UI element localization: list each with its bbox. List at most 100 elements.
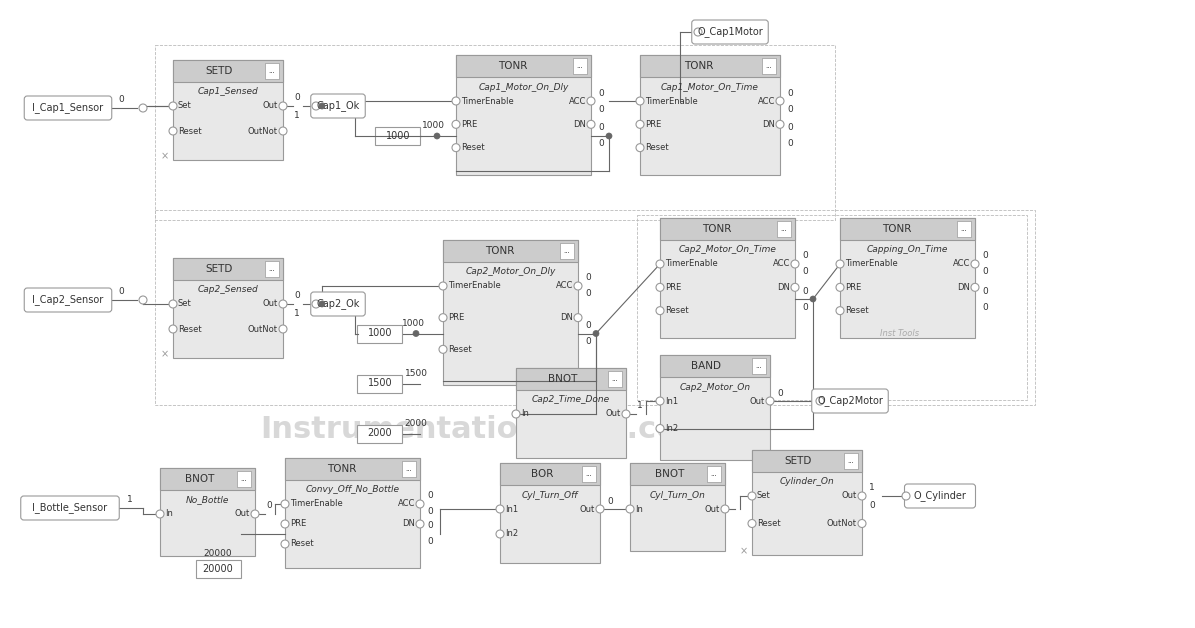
Text: 1500: 1500 <box>404 369 428 378</box>
FancyBboxPatch shape <box>24 288 112 312</box>
Text: 1000: 1000 <box>386 131 410 141</box>
Text: 0: 0 <box>599 124 603 133</box>
Text: ...: ... <box>240 476 247 482</box>
Text: DN: DN <box>957 283 970 292</box>
Circle shape <box>587 97 595 105</box>
Bar <box>957 221 972 237</box>
Text: Out: Out <box>749 396 765 406</box>
Text: Convy_Off_No_Bottle: Convy_Off_No_Bottle <box>306 485 399 494</box>
Circle shape <box>636 121 644 128</box>
Text: Cap2_Motor_On_Time: Cap2_Motor_On_Time <box>679 246 777 254</box>
Text: OutNot: OutNot <box>249 325 278 333</box>
Bar <box>173 60 283 82</box>
Text: 1: 1 <box>869 482 875 492</box>
Text: Reset: Reset <box>664 306 688 315</box>
Text: 0: 0 <box>586 290 590 298</box>
Circle shape <box>748 492 756 500</box>
Bar <box>660 355 770 377</box>
Circle shape <box>434 133 440 139</box>
Circle shape <box>281 520 289 528</box>
Text: 0: 0 <box>788 89 792 97</box>
Bar <box>357 374 403 392</box>
Text: In: In <box>165 509 173 519</box>
Text: 1500: 1500 <box>368 379 392 389</box>
Text: ×: × <box>161 151 168 161</box>
Text: ...: ... <box>586 471 593 477</box>
Circle shape <box>416 500 424 508</box>
Text: ...: ... <box>269 68 275 74</box>
Circle shape <box>439 282 447 290</box>
Bar <box>357 425 403 443</box>
Bar <box>160 468 255 490</box>
Bar <box>752 450 862 472</box>
Text: OutNot: OutNot <box>827 519 857 528</box>
Text: Cap2_Time_Done: Cap2_Time_Done <box>532 396 611 404</box>
Text: 1000: 1000 <box>368 328 392 338</box>
Text: TimerEnable: TimerEnable <box>461 97 514 106</box>
Text: 1000: 1000 <box>422 121 445 131</box>
Text: Cap2_Ok: Cap2_Ok <box>317 298 360 310</box>
Circle shape <box>416 520 424 528</box>
Text: ...: ... <box>612 376 618 382</box>
Text: Reset: Reset <box>845 306 869 315</box>
Text: Out: Out <box>263 102 278 111</box>
Bar <box>641 55 780 77</box>
Circle shape <box>694 28 701 36</box>
Text: TONR: TONR <box>327 464 356 474</box>
Bar <box>582 466 596 482</box>
Bar <box>265 63 278 79</box>
Circle shape <box>312 102 320 110</box>
Bar <box>443 240 578 385</box>
Text: 0: 0 <box>982 251 988 261</box>
Text: Reset: Reset <box>178 325 202 333</box>
Text: 1: 1 <box>637 401 643 409</box>
Bar <box>265 261 278 277</box>
Text: TimerEnable: TimerEnable <box>290 499 343 509</box>
Circle shape <box>496 505 504 513</box>
Circle shape <box>748 519 756 528</box>
Text: TONR: TONR <box>684 61 713 71</box>
Text: ACC: ACC <box>758 97 776 106</box>
Circle shape <box>626 505 635 513</box>
Text: O_Cap2Motor: O_Cap2Motor <box>817 396 883 406</box>
Text: PRE: PRE <box>290 519 306 529</box>
Text: BAND: BAND <box>691 361 722 371</box>
Circle shape <box>157 510 164 518</box>
Bar <box>637 215 1027 400</box>
Text: TimerEnable: TimerEnable <box>448 281 501 291</box>
Text: ACC: ACC <box>952 259 970 269</box>
Text: SETD: SETD <box>206 66 233 76</box>
Text: ...: ... <box>780 226 788 232</box>
Text: PRE: PRE <box>461 120 477 129</box>
Text: ×: × <box>161 349 168 359</box>
Text: TONR: TONR <box>485 246 514 256</box>
Bar <box>660 218 795 240</box>
Text: 0: 0 <box>802 303 808 311</box>
Circle shape <box>319 301 325 307</box>
Circle shape <box>972 260 979 268</box>
Text: ...: ... <box>766 63 772 69</box>
Text: 0: 0 <box>294 291 300 300</box>
Text: 0: 0 <box>802 286 808 296</box>
Text: 0: 0 <box>427 492 433 501</box>
Bar <box>155 45 835 220</box>
FancyBboxPatch shape <box>20 496 120 520</box>
Circle shape <box>656 283 664 291</box>
Text: TONR: TONR <box>701 224 731 234</box>
Text: 0: 0 <box>427 521 433 531</box>
Circle shape <box>452 121 460 128</box>
Text: DN: DN <box>560 313 572 322</box>
Circle shape <box>791 260 799 268</box>
Text: ...: ... <box>711 471 717 477</box>
Text: 1: 1 <box>294 111 300 119</box>
Circle shape <box>168 102 177 110</box>
Bar <box>660 218 795 338</box>
Text: 0: 0 <box>266 501 272 509</box>
Text: 0: 0 <box>586 337 590 346</box>
Text: BNOT: BNOT <box>547 374 577 384</box>
Circle shape <box>168 300 177 308</box>
Text: ×: × <box>740 546 748 556</box>
Circle shape <box>319 103 325 109</box>
Text: Cap2_Motor_On: Cap2_Motor_On <box>680 382 750 391</box>
Text: ...: ... <box>847 458 854 464</box>
